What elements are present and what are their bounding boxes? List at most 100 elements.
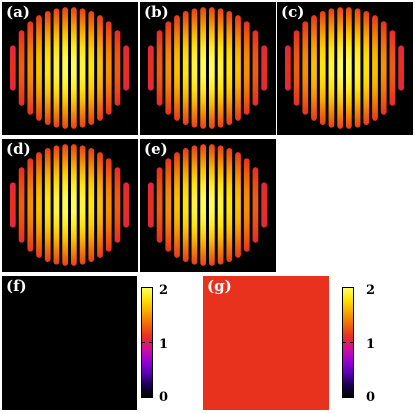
fringe-stripe xyxy=(372,15,378,121)
colorbar-f xyxy=(141,287,153,398)
panel-b: (b) xyxy=(140,2,276,135)
fringe-stripe xyxy=(36,152,42,258)
fringe-stripe xyxy=(123,182,130,228)
panel-label-b: (b) xyxy=(144,3,169,21)
fringe-stripe xyxy=(217,145,224,265)
fringe-stripe xyxy=(147,182,154,228)
fringe-stripe xyxy=(208,7,215,129)
fringe-stripe xyxy=(235,152,241,258)
fringe-stripe xyxy=(217,8,224,128)
fringe-stripe xyxy=(191,145,198,265)
fringe-stripe xyxy=(252,30,259,106)
fringe-stripe xyxy=(235,15,241,121)
fringe-stripe xyxy=(53,8,60,128)
fringe-pattern-b xyxy=(147,7,268,129)
colorbar-tick xyxy=(149,342,152,343)
fringe-stripe xyxy=(345,7,352,129)
colorbar-g-label-mid: 1 xyxy=(366,337,376,352)
fringe-stripe xyxy=(311,15,317,121)
fringe-stripe xyxy=(70,144,77,266)
fringe-stripe xyxy=(156,30,163,106)
panel-g: (g) xyxy=(203,276,329,410)
panel-a: (a) xyxy=(2,2,138,135)
panel-label-e: (e) xyxy=(144,140,168,158)
fringe-stripe xyxy=(182,11,189,125)
fringe-stripe xyxy=(165,21,172,115)
fringe-stripe xyxy=(18,30,25,106)
fringe-stripe xyxy=(398,45,405,91)
fringe-stripe xyxy=(389,30,396,106)
colorbar-f-label-mid: 1 xyxy=(159,337,169,352)
fringe-stripe xyxy=(147,45,154,91)
fringe-stripe xyxy=(243,158,250,252)
fringe-stripe xyxy=(44,148,51,262)
fringe-stripe xyxy=(200,144,207,266)
panel-e: (e) xyxy=(140,139,276,272)
fringe-stripe xyxy=(9,45,16,91)
panel-label-d: (d) xyxy=(6,140,31,158)
panel-c: (c) xyxy=(277,2,413,135)
fringe-stripe xyxy=(27,158,34,252)
colorbar-f-label-max: 2 xyxy=(159,283,169,298)
fringe-stripe xyxy=(53,145,60,265)
panel-label-a: (a) xyxy=(6,3,30,21)
fringe-stripe xyxy=(337,7,344,129)
fringe-stripe xyxy=(114,167,121,243)
panel-d: (d) xyxy=(2,139,138,272)
fringe-stripe xyxy=(226,148,233,262)
fringe-stripe xyxy=(123,45,130,91)
fringe-stripe xyxy=(354,8,361,128)
fringe-stripe xyxy=(105,158,112,252)
panel-label-f: (f) xyxy=(6,277,27,295)
fringe-stripe xyxy=(380,21,387,115)
fringe-stripe xyxy=(252,167,259,243)
colorbar-tick xyxy=(343,342,346,343)
fringe-stripe xyxy=(44,11,51,125)
fringe-stripe xyxy=(18,167,25,243)
fringe-stripe xyxy=(174,152,180,258)
colorbar-g-label-max: 2 xyxy=(366,283,376,298)
colorbar-tick xyxy=(350,342,353,343)
fringe-pattern-c xyxy=(284,7,405,129)
fringe-stripe xyxy=(261,45,268,91)
fringe-stripe xyxy=(88,11,95,125)
fringe-stripe xyxy=(226,11,233,125)
fringe-stripe xyxy=(79,145,86,265)
fringe-stripe xyxy=(156,167,163,243)
fringe-stripe xyxy=(97,15,103,121)
fringe-stripe xyxy=(328,8,335,128)
fringe-stripe xyxy=(97,152,103,258)
panel-f: (f) xyxy=(2,276,137,410)
fringe-stripe xyxy=(284,45,291,91)
fringe-pattern-e xyxy=(147,144,268,266)
fringe-stripe xyxy=(293,30,300,106)
fringe-stripe xyxy=(27,21,34,115)
fringe-stripe xyxy=(174,15,180,121)
colorbar-g-label-min: 0 xyxy=(366,390,376,405)
fringe-stripe xyxy=(79,8,86,128)
fringe-stripe xyxy=(200,7,207,129)
fringe-stripe xyxy=(36,15,42,121)
fringe-stripe xyxy=(165,158,172,252)
fringe-stripe xyxy=(243,21,250,115)
fringe-stripe xyxy=(208,144,215,266)
fringe-pattern-a xyxy=(9,7,130,129)
colorbar-g xyxy=(342,287,354,398)
fringe-stripe xyxy=(105,21,112,115)
fringe-stripe xyxy=(182,148,189,262)
fringe-stripe xyxy=(62,7,69,129)
panel-label-g: (g) xyxy=(207,277,232,295)
fringe-stripe xyxy=(191,8,198,128)
colorbar-tick xyxy=(142,342,145,343)
fringe-stripe xyxy=(302,21,309,115)
fringe-stripe xyxy=(62,144,69,266)
fringe-pattern-d xyxy=(9,144,130,266)
fringe-stripe xyxy=(319,11,326,125)
fringe-stripe xyxy=(88,148,95,262)
panel-label-c: (c) xyxy=(281,3,305,21)
fringe-stripe xyxy=(70,7,77,129)
fringe-stripe xyxy=(363,11,370,125)
fringe-stripe xyxy=(9,182,16,228)
fringe-stripe xyxy=(261,182,268,228)
colorbar-f-label-min: 0 xyxy=(159,390,169,405)
